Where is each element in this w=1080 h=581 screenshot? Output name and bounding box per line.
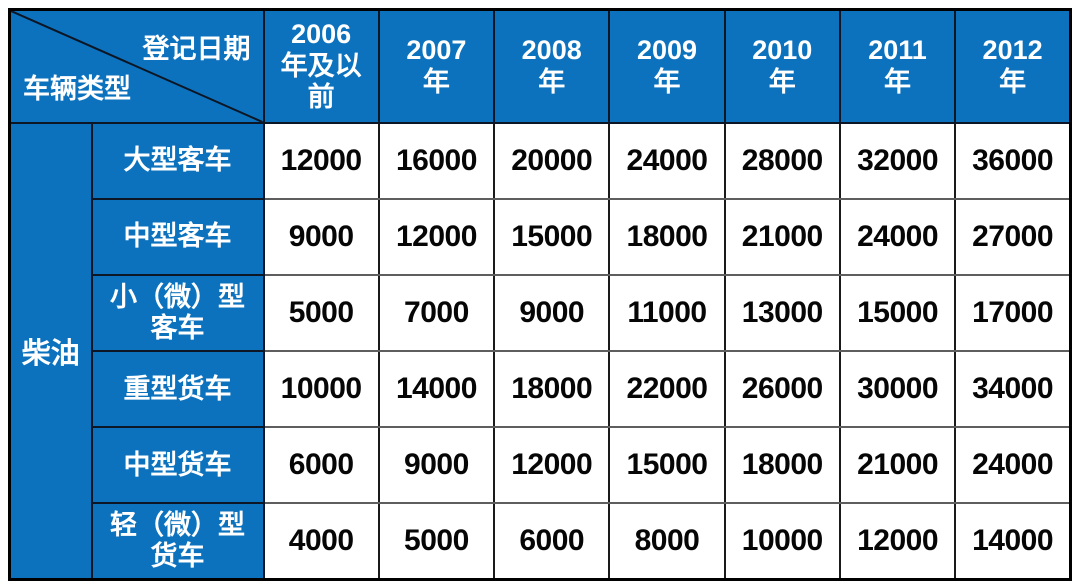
table-row: 小（微）型 客车 5000 7000 9000 11000 13000 15000 17000 [10,273,1072,353]
data-cell: 30000 [838,350,957,429]
table-row: 中型货车 6000 9000 12000 15000 18000 21000 24000 [10,426,1072,505]
data-cell: 10000 [723,502,841,581]
data-cell: 14000 [377,350,496,429]
data-cell: 11000 [608,273,726,353]
data-cell: 13000 [723,273,841,353]
data-cell: 9000 [262,198,380,276]
table-row: 中型客车 9000 12000 15000 18000 21000 24000 27000 [10,198,1072,276]
header-row: 登记日期 车辆类型 2006 年及以 前 2007 年 2008 年 2009 年 20… [8,8,1072,124]
data-cell: 18000 [723,426,841,505]
column-header: 2009 年 [608,8,726,124]
column-header: 2007 年 [377,8,496,124]
data-cell: 5000 [377,502,496,581]
data-cell: 28000 [723,122,841,200]
data-cell: 9000 [377,426,496,505]
data-cell: 22000 [608,350,726,429]
column-header: 2010 年 [723,8,841,124]
row-type-cell: 轻（微）型 货车 [90,502,265,581]
data-cell: 21000 [723,198,841,276]
data-cell: 24000 [608,122,726,200]
table-row: 重型货车 10000 14000 18000 22000 26000 30000 34000 [10,350,1072,429]
data-cell: 17000 [954,273,1072,353]
data-cell: 27000 [954,198,1072,276]
data-cell: 20000 [493,122,611,200]
data-cell: 10000 [262,350,380,429]
row-type-cell: 中型客车 [90,198,265,276]
data-cell: 32000 [838,122,957,200]
table-row: 柴油 大型客车 12000 16000 20000 24000 28000 32000 3600… [8,122,1072,581]
data-cell: 14000 [954,502,1072,581]
row-group-cell: 柴油 [8,122,93,581]
data-cell: 12000 [838,502,957,581]
data-cell: 8000 [608,502,726,581]
data-cell: 12000 [377,198,496,276]
data-cell: 4000 [262,502,380,581]
column-header: 2006 年及以 前 [262,8,380,124]
data-cell: 34000 [954,350,1072,429]
table-row: 轻（微）型 货车 4000 5000 6000 8000 10000 12000 14000 [10,502,1072,581]
data-cell: 15000 [608,426,726,505]
column-header: 2008 年 [493,8,611,124]
data-cell: 21000 [838,426,957,505]
data-cell: 18000 [493,350,611,429]
corner-cell: 登记日期 车辆类型 [8,8,265,124]
diagonal-divider-icon [11,11,263,122]
data-cell: 6000 [493,502,611,581]
data-cell: 24000 [954,426,1072,505]
data-cell: 26000 [723,350,841,429]
data-cell: 7000 [377,273,496,353]
data-cell: 15000 [838,273,957,353]
row-type-cell: 大型客车 [90,122,265,200]
vehicle-fee-table: 登记日期 车辆类型 2006 年及以 前 2007 年 2008 年 2009 年 20… [8,8,1072,581]
corner-label-vehicle-type: 车辆类型 [23,74,131,104]
data-cell: 5000 [262,273,380,353]
row-type-cell: 中型货车 [90,426,265,505]
data-cell: 9000 [493,273,611,353]
data-cell: 24000 [838,198,957,276]
column-header: 2011 年 [838,8,957,124]
data-cell: 6000 [262,426,380,505]
row-type-cell: 小（微）型 客车 [90,273,265,353]
data-cell: 16000 [377,122,496,200]
column-header: 2012 年 [954,8,1072,124]
corner-label-registration-date: 登记日期 [142,34,251,64]
data-cell: 12000 [262,122,380,200]
table-body: 柴油 大型客车 12000 16000 20000 24000 28000 32000 3600… [8,122,1072,581]
data-cell: 15000 [493,198,611,276]
row-type-cell: 重型货车 [90,350,265,429]
data-cell: 12000 [493,426,611,505]
data-cell: 18000 [608,198,726,276]
data-cell: 36000 [954,122,1072,200]
